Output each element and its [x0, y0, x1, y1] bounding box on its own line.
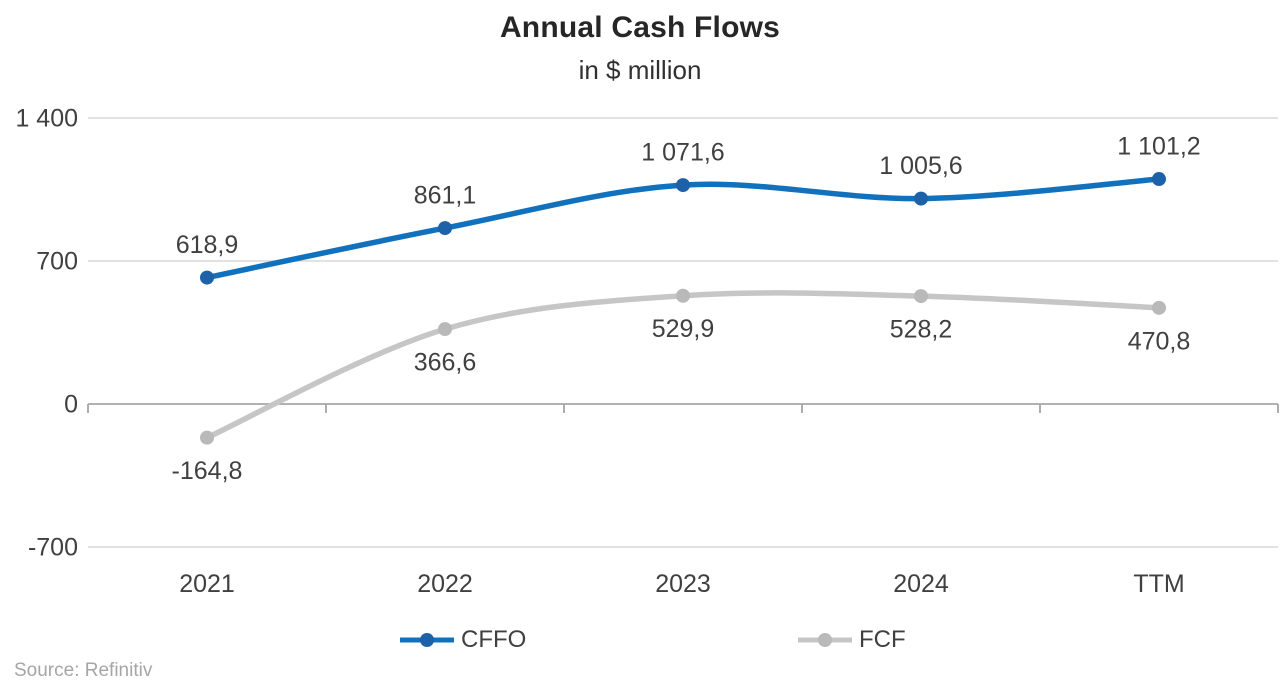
marker-cffo-2022	[438, 221, 452, 236]
legend-label-cffo: CFFO	[461, 626, 527, 653]
marker-fcf-ttm	[1152, 300, 1166, 315]
cffo-line-marker-icon	[400, 633, 454, 647]
x-axis-label-2024: 2024	[893, 570, 949, 598]
data-label-cffo-2023: 1 071,6	[641, 139, 724, 167]
marker-cffo-ttm	[1152, 172, 1166, 187]
data-label-fcf-2023: 529,9	[652, 315, 715, 343]
data-label-cffo-2024: 1 005,6	[879, 152, 962, 180]
marker-fcf-2022	[438, 322, 452, 337]
marker-cffo-2023	[676, 178, 690, 193]
legend-item-fcf: FCF	[796, 626, 906, 654]
chart-title: Annual Cash Flows	[499, 11, 781, 44]
data-label-fcf-2024: 528,2	[890, 316, 953, 344]
fcf-line-marker-icon	[798, 633, 852, 647]
y-axis-label-700: 700	[36, 248, 78, 276]
marker-fcf-2024	[914, 289, 928, 304]
marker-fcf-2023	[676, 288, 690, 303]
x-axis-label-2023: 2023	[655, 570, 711, 598]
x-axis-label-2021: 2021	[179, 570, 235, 598]
chart-subtitle: in $ million	[578, 55, 702, 85]
data-label-cffo-2022: 861,1	[414, 182, 477, 210]
marker-cffo-2024	[914, 191, 928, 206]
data-label-fcf-2022: 366,6	[414, 349, 477, 377]
marker-fcf-2021	[200, 430, 214, 445]
legend-item-cffo: CFFO	[398, 626, 526, 654]
y-axis-label-0: 0	[64, 391, 78, 419]
source-note: Source: Refinitiv	[14, 660, 153, 681]
marker-cffo-2021	[200, 270, 214, 285]
legend-label-fcf: FCF	[859, 626, 906, 653]
x-axis-label-ttm: TTM	[1133, 570, 1184, 598]
series-line-cffo	[204, 176, 1162, 281]
y-axis-label-700: -700	[28, 534, 78, 562]
data-label-cffo-2021: 618,9	[176, 231, 239, 259]
x-axis-label-2022: 2022	[417, 570, 473, 598]
data-label-fcf-2021: -164,8	[172, 457, 243, 485]
data-label-cffo-ttm: 1 101,2	[1117, 133, 1200, 161]
y-axis-label-1-400: 1 400	[15, 105, 78, 133]
data-label-fcf-ttm: 470,8	[1128, 327, 1191, 355]
